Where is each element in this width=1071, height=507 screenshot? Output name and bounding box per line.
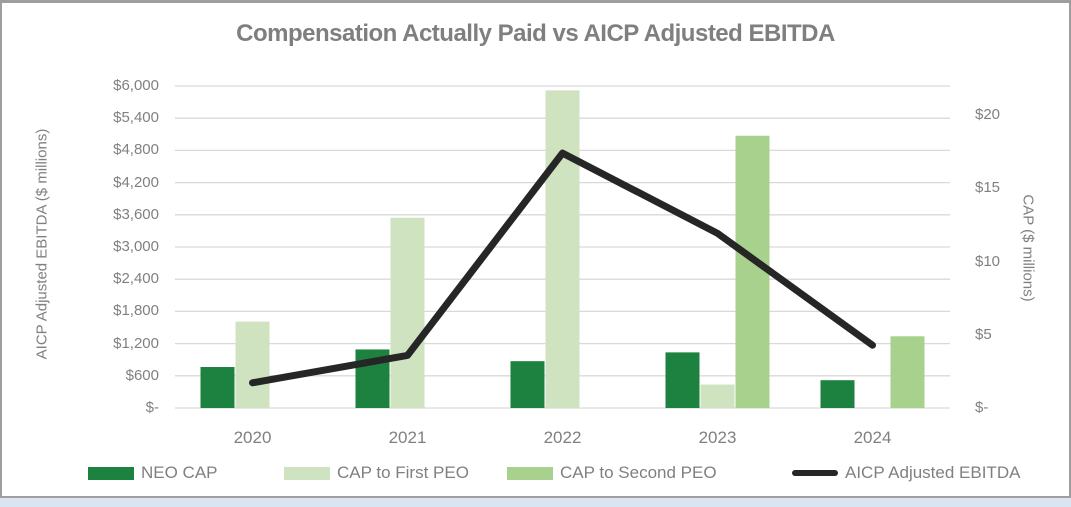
legend-label: NEO CAP <box>141 463 218 482</box>
left-axis-tick: $5,400 <box>113 109 159 127</box>
bar-cap-to-first-peo-2020[interactable] <box>235 321 270 408</box>
legend-item-aicp-adjusted-ebitda[interactable]: AICP Adjusted EBITDA <box>792 462 1020 484</box>
left-axis-tick: $1,800 <box>113 302 159 320</box>
legend-item-cap-to-first-peo[interactable]: CAP to First PEO <box>284 462 469 484</box>
legend: NEO CAP CAP to First PEO CAP to Second PEO… <box>2 462 1069 484</box>
bar-cap-to-first-peo-2023[interactable] <box>700 384 735 408</box>
legend-label: AICP Adjusted EBITDA <box>845 463 1021 482</box>
x-axis-label-2024: 2024 <box>853 428 892 447</box>
left-axis-tick: $6,000 <box>113 77 159 94</box>
legend-label: CAP to First PEO <box>337 463 469 482</box>
plot-area[interactable] <box>2 3 1071 507</box>
legend-line-swatch <box>792 470 838 476</box>
bar-cap-to-second-peo-2023[interactable] <box>735 135 770 408</box>
left-axis-tick: $3,000 <box>113 238 159 255</box>
left-axis-tick: $4,800 <box>113 141 159 159</box>
right-axis-tick: $10 <box>975 252 1001 270</box>
right-axis-tick: $- <box>975 399 989 416</box>
legend-label: CAP to Second PEO <box>560 463 717 482</box>
x-axis-label-2020: 2020 <box>233 428 272 447</box>
chart-title: Compensation Actually Paid vs AICP Adjus… <box>236 20 835 47</box>
x-axis-label-2023: 2023 <box>698 428 737 447</box>
left-axis-tick: $1,200 <box>113 334 159 352</box>
x-axis-label-2022: 2022 <box>543 428 582 447</box>
left-axis-tick: $600 <box>125 366 159 384</box>
window-bottom-strip <box>0 496 1071 507</box>
left-axis-tick: $3,600 <box>113 205 159 223</box>
line-aicp-adjusted-ebitda[interactable] <box>249 149 876 387</box>
right-axis-tick: $5 <box>975 325 992 343</box>
legend-item-cap-to-second-peo[interactable]: CAP to Second PEO <box>507 462 717 484</box>
legend-item-neo-cap[interactable]: NEO CAP <box>88 462 218 484</box>
bar-neo-cap-2024[interactable] <box>820 380 855 408</box>
bar-cap-to-second-peo-2024[interactable] <box>890 336 925 408</box>
bar-cap-to-first-peo-2022[interactable] <box>545 90 580 409</box>
bar-neo-cap-2022[interactable] <box>510 361 545 408</box>
legend-color-swatch <box>507 466 553 480</box>
legend-color-swatch <box>284 466 330 480</box>
left-axis-tick: $4,200 <box>113 173 159 191</box>
bar-neo-cap-2023[interactable] <box>665 352 700 408</box>
x-axis-label-2021: 2021 <box>388 428 427 447</box>
bar-neo-cap-2020[interactable] <box>200 367 235 408</box>
right-axis-tick: $20 <box>975 106 1001 124</box>
right-axis-tick: $15 <box>975 179 1001 197</box>
left-axis-tick: $2,400 <box>113 270 159 288</box>
bar-cap-to-first-peo-2021[interactable] <box>390 217 425 408</box>
legend-color-swatch <box>88 466 134 480</box>
left-axis-tick: $- <box>145 399 159 416</box>
